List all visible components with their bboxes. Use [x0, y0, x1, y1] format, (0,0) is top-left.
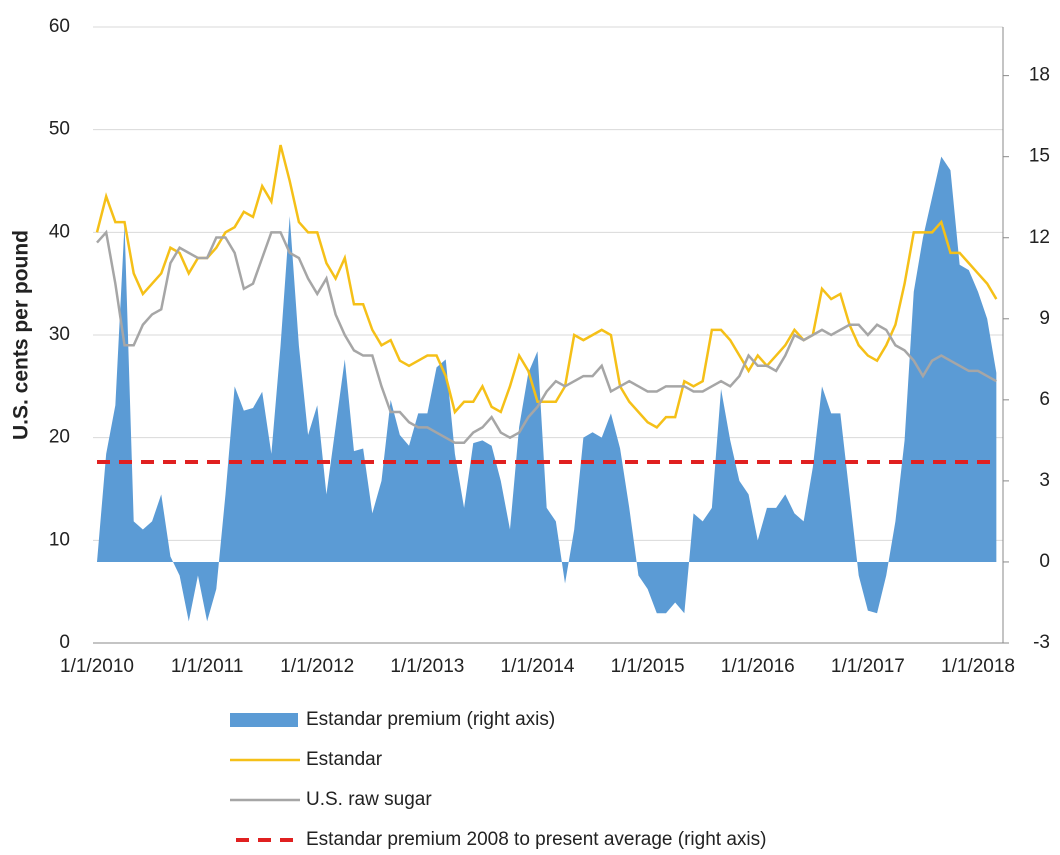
- x-tick-label: 1/1/2017: [831, 656, 905, 677]
- legend-swatch: [230, 713, 298, 727]
- y-tick-label: 60: [49, 16, 70, 37]
- legend-label: Estandar: [306, 749, 383, 770]
- y2-tick-label: -3: [1033, 632, 1050, 653]
- y-axis-label: U.S. cents per pound: [10, 230, 33, 440]
- area: [97, 156, 997, 622]
- line: [95, 144, 998, 429]
- y-tick-label: 20: [49, 427, 70, 448]
- y-tick-label: 40: [49, 221, 70, 242]
- y-tick-label: 0: [59, 632, 70, 653]
- y2-tick-label: 18: [1029, 65, 1050, 86]
- x-tick-label: 1/1/2010: [60, 656, 134, 677]
- y2-tick-label: 6: [1039, 389, 1050, 410]
- line: [96, 229, 997, 445]
- y2-tick-label: 9: [1039, 308, 1050, 329]
- y-tick-label: 10: [49, 529, 70, 550]
- legend-label: Estandar premium (right axis): [306, 709, 555, 730]
- y-tick-label: 30: [49, 324, 70, 345]
- y2-tick-label: 3: [1039, 470, 1050, 491]
- legend-label: U.S. raw sugar: [306, 789, 432, 810]
- y-tick-label: 50: [49, 119, 70, 140]
- x-tick-label: 1/1/2013: [390, 656, 464, 677]
- y2-tick-label: 0: [1039, 551, 1050, 572]
- y2-tick-label: 15: [1029, 146, 1050, 167]
- legend-label: Estandar premium 2008 to present average…: [306, 829, 766, 850]
- x-tick-label: 1/1/2016: [721, 656, 795, 677]
- x-tick-label: 1/1/2018: [941, 656, 1015, 677]
- x-tick-label: 1/1/2011: [171, 656, 244, 677]
- x-tick-label: 1/1/2014: [501, 656, 575, 677]
- y2-tick-label: 12: [1029, 227, 1050, 248]
- x-tick-label: 1/1/2012: [280, 656, 354, 677]
- x-tick-label: 1/1/2015: [611, 656, 685, 677]
